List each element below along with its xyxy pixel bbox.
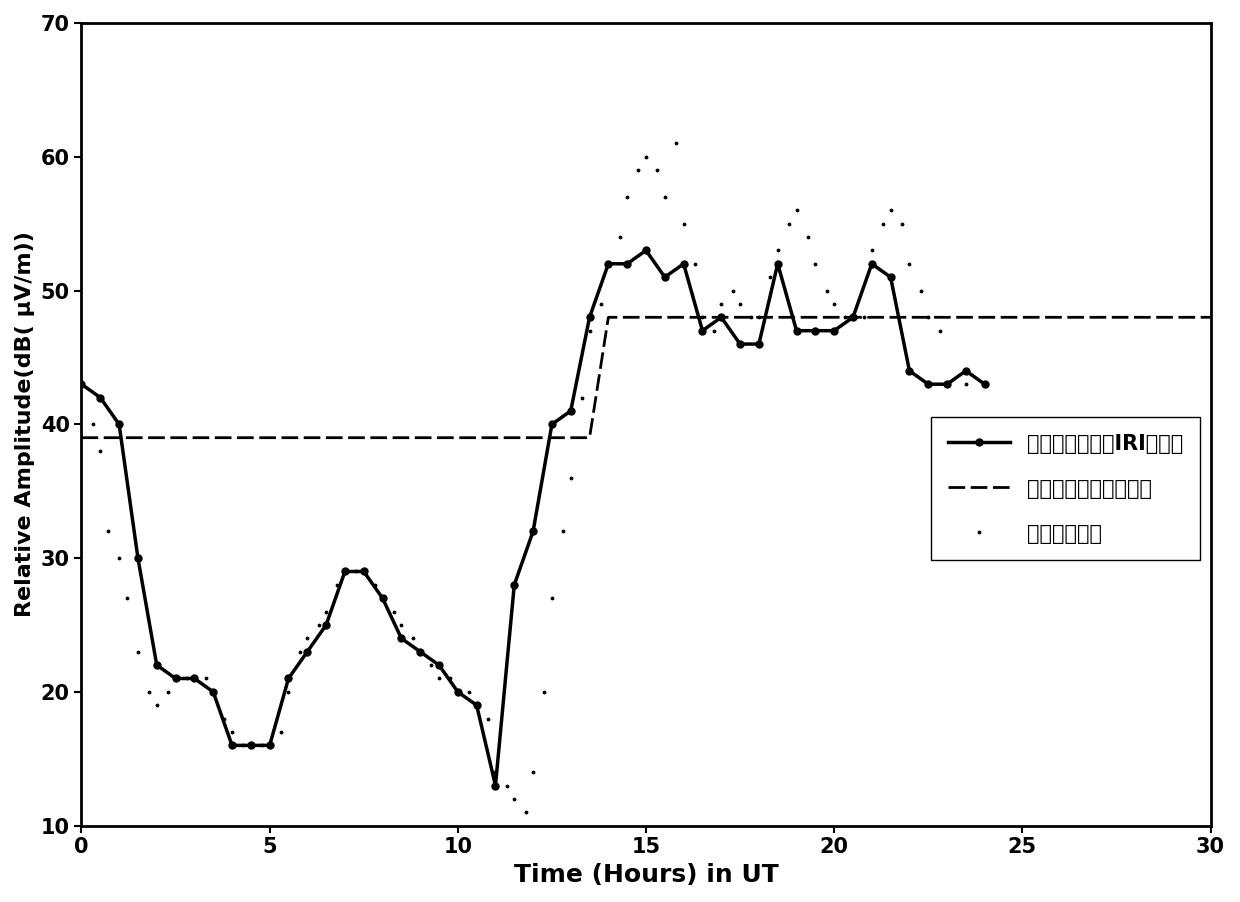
本文预测结果（IRI模型） (262, 740, 277, 750)
本文预测结果（IRI模型） (356, 566, 371, 577)
本文预测结果（IRI模型） (544, 419, 559, 429)
本文预测结果（IRI模型） (74, 379, 89, 390)
本文预测结果（IRI模型） (337, 566, 352, 577)
本文预测结果（IRI模型） (921, 379, 936, 390)
本文预测结果（IRI模型） (243, 740, 258, 750)
本文预测结果（IRI模型） (93, 392, 108, 403)
Legend: 本文预测结果（IRI模型）, 传统解析（指数模型）, 文献实测数据: 本文预测结果（IRI模型）, 传统解析（指数模型）, 文献实测数据 (931, 417, 1200, 560)
本文预测结果（IRI模型） (639, 245, 653, 256)
本文预测结果（IRI模型） (808, 326, 823, 336)
本文预测结果（IRI模型） (432, 659, 446, 670)
文献实测数据 (751, 312, 766, 323)
本文预测结果（IRI模型） (376, 593, 391, 603)
本文预测结果（IRI模型） (450, 686, 465, 697)
文献实测数据 (744, 312, 759, 323)
本文预测结果（IRI模型） (864, 258, 879, 269)
本文预测结果（IRI模型） (526, 526, 541, 537)
文献实测数据 (694, 312, 709, 323)
本文预测结果（IRI模型） (319, 620, 334, 630)
文献实测数据 (112, 553, 126, 564)
本文预测结果（IRI模型） (657, 272, 672, 282)
本文预测结果（IRI模型） (789, 326, 804, 336)
文献实测数据 (74, 379, 89, 390)
本文预测结果（IRI模型） (300, 647, 315, 658)
本文预测结果（IRI模型） (883, 272, 898, 282)
本文预测结果（IRI模型） (563, 406, 578, 417)
文献实测数据 (518, 807, 533, 818)
文献实测数据 (668, 138, 683, 149)
本文预测结果（IRI模型） (751, 338, 766, 349)
文献实测数据 (236, 740, 250, 750)
本文预测结果（IRI模型） (714, 312, 729, 323)
传统解析（指数模型） (601, 312, 616, 323)
Line: 本文预测结果（IRI模型）: 本文预测结果（IRI模型） (78, 247, 988, 789)
文献实测数据 (977, 379, 992, 390)
本文预测结果（IRI模型） (977, 379, 992, 390)
Line: 文献实测数据: 文献实测数据 (79, 141, 987, 815)
本文预测结果（IRI模型） (827, 326, 842, 336)
本文预测结果（IRI模型） (582, 312, 596, 323)
本文预测结果（IRI模型） (469, 700, 484, 711)
传统解析（指数模型） (1203, 312, 1218, 323)
Y-axis label: Relative Amplitude(dB( μV/m)): Relative Amplitude(dB( μV/m)) (15, 232, 35, 617)
本文预测结果（IRI模型） (112, 419, 126, 429)
传统解析（指数模型） (1014, 312, 1029, 323)
传统解析（指数模型） (74, 432, 89, 443)
本文预测结果（IRI模型） (770, 258, 785, 269)
文献实测数据 (714, 299, 729, 309)
传统解析（指数模型） (996, 312, 1011, 323)
本文预测结果（IRI模型） (507, 579, 522, 590)
Line: 传统解析（指数模型）: 传统解析（指数模型） (82, 318, 1210, 437)
本文预测结果（IRI模型） (489, 780, 503, 791)
本文预测结果（IRI模型） (394, 633, 409, 644)
本文预测结果（IRI模型） (846, 312, 861, 323)
传统解析（指数模型） (582, 432, 596, 443)
本文预测结果（IRI模型） (206, 686, 221, 697)
X-axis label: Time (Hours) in UT: Time (Hours) in UT (513, 863, 779, 887)
本文预测结果（IRI模型） (169, 673, 184, 684)
传统解析（指数模型） (112, 432, 126, 443)
本文预测结果（IRI模型） (130, 553, 145, 564)
本文预测结果（IRI模型） (676, 258, 691, 269)
本文预测结果（IRI模型） (224, 740, 239, 750)
本文预测结果（IRI模型） (149, 659, 164, 670)
本文预测结果（IRI模型） (694, 326, 709, 336)
本文预测结果（IRI模型） (959, 365, 973, 376)
本文预测结果（IRI模型） (187, 673, 202, 684)
本文预测结果（IRI模型） (901, 365, 916, 376)
本文预测结果（IRI模型） (413, 647, 428, 658)
本文预测结果（IRI模型） (940, 379, 955, 390)
本文预测结果（IRI模型） (733, 338, 748, 349)
本文预测结果（IRI模型） (620, 258, 635, 269)
本文预测结果（IRI模型） (601, 258, 616, 269)
本文预测结果（IRI模型） (281, 673, 296, 684)
